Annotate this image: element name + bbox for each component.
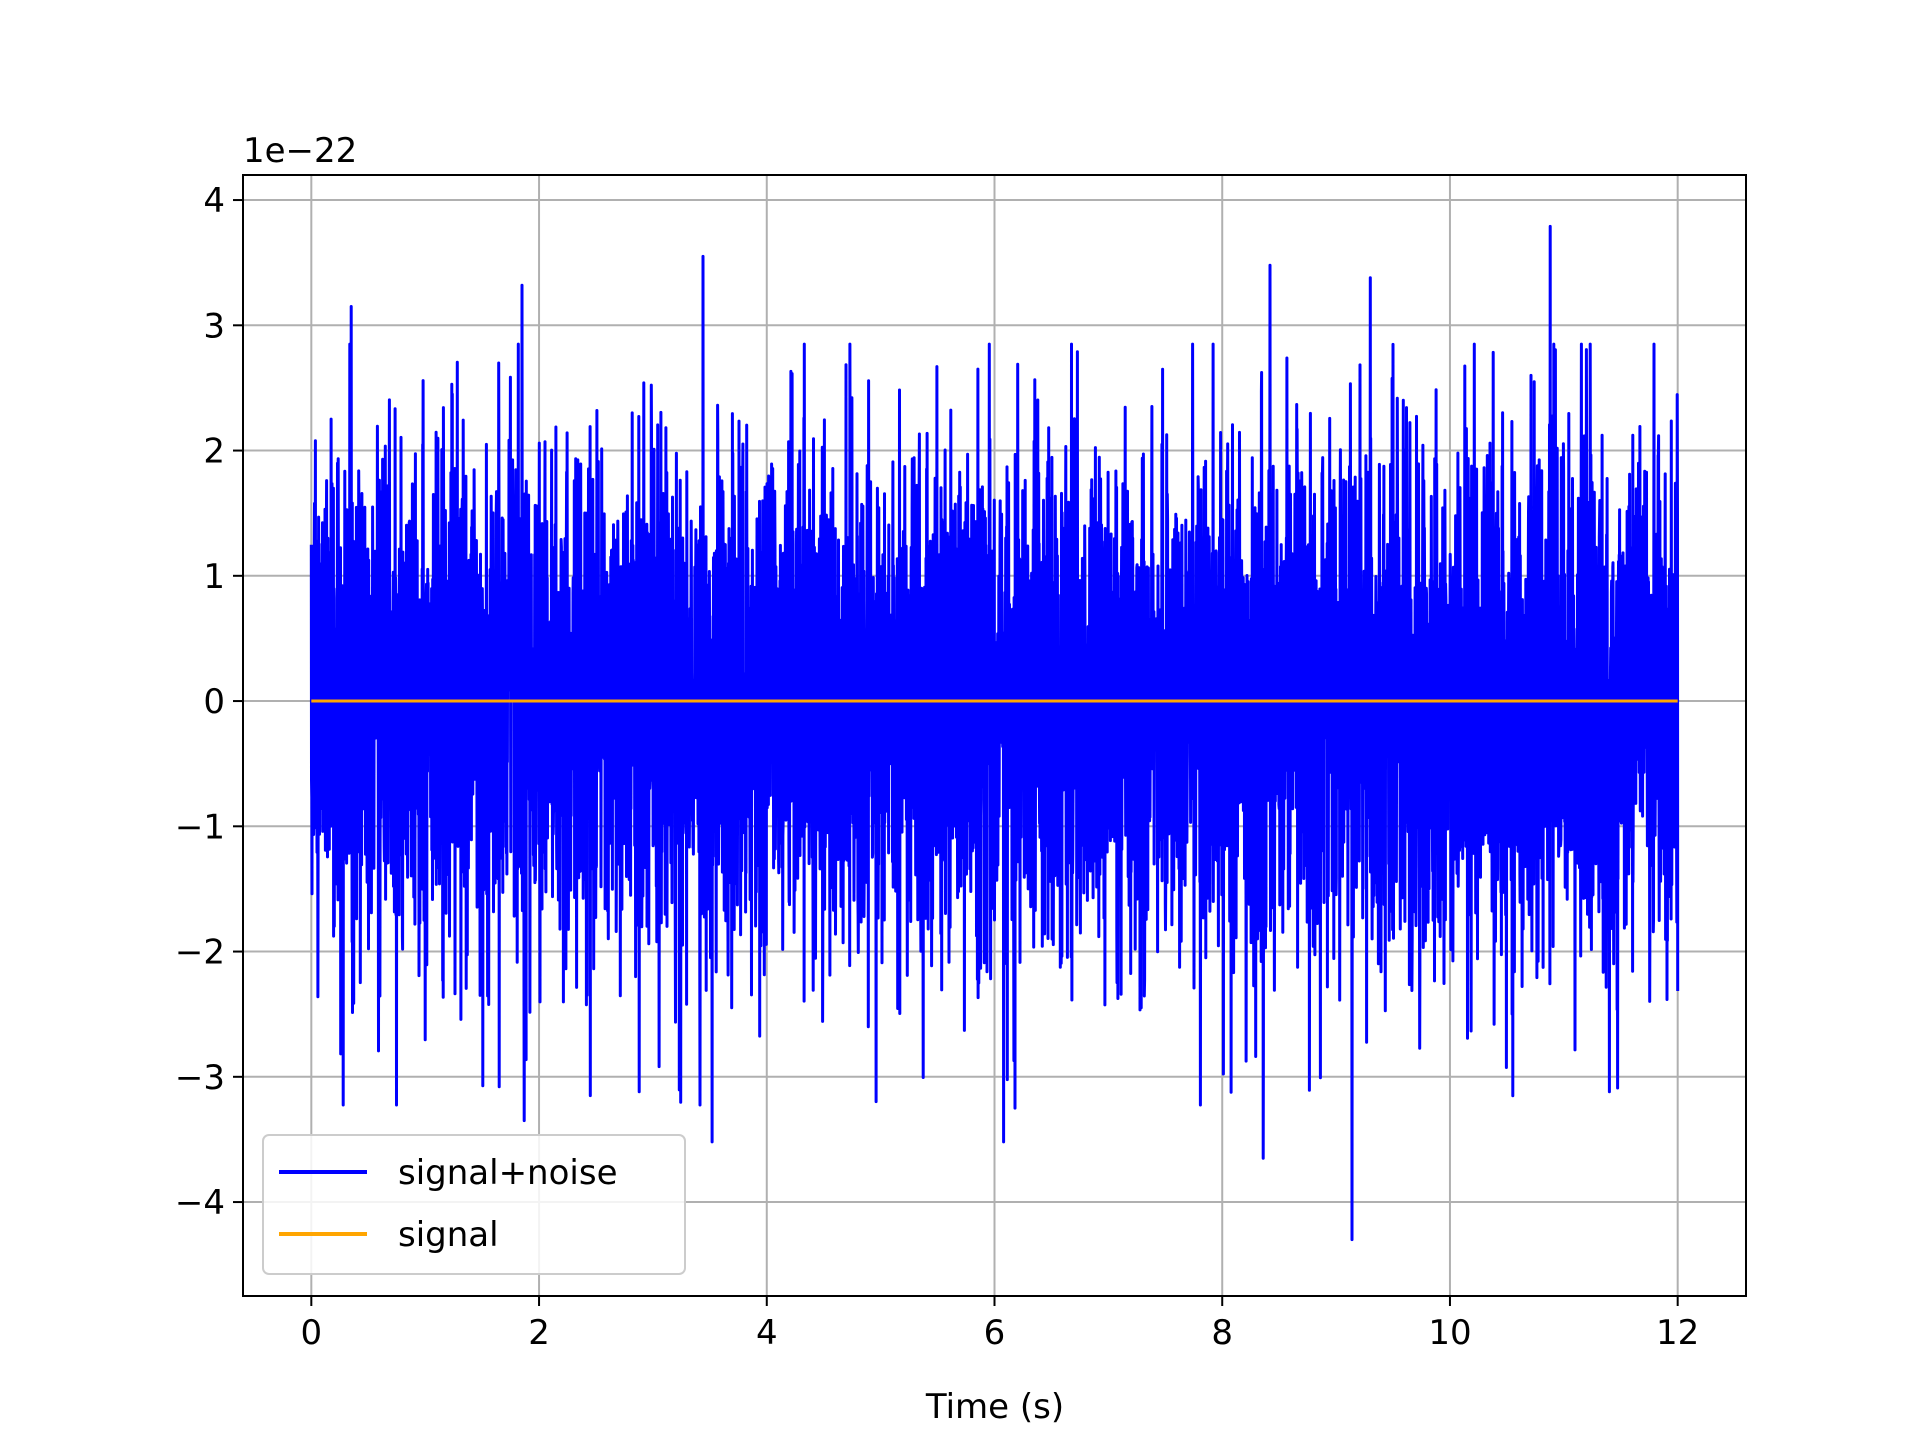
y-tick-label: −3 — [175, 1058, 225, 1098]
data-layer — [309, 224, 1680, 1242]
legend-label-signal: signal — [398, 1215, 499, 1255]
x-tick-label: 12 — [1656, 1313, 1699, 1353]
y-tick-label: −1 — [175, 807, 225, 847]
y-tick-label: 1 — [203, 557, 225, 597]
x-tick-label: 2 — [528, 1313, 550, 1353]
series-signal-noise-line — [309, 224, 1680, 1242]
x-tick-label: 0 — [300, 1313, 322, 1353]
legend-label-signal-noise: signal+noise — [398, 1153, 618, 1193]
y-offset-label: 1e−22 — [243, 131, 357, 171]
x-tick-label: 6 — [984, 1313, 1006, 1353]
y-tick-label: 0 — [203, 682, 225, 722]
y-tick-label: −4 — [175, 1183, 225, 1223]
x-tick-label: 8 — [1211, 1313, 1233, 1353]
y-tick-label: −2 — [175, 933, 225, 973]
y-tick-label: 2 — [203, 432, 225, 472]
y-tick-label: 4 — [203, 181, 225, 221]
legend: signal+noise signal — [262, 1134, 686, 1275]
y-tick-label: 3 — [203, 306, 225, 346]
x-axis-title: Time (s) — [925, 1387, 1064, 1427]
legend-box — [262, 1134, 686, 1275]
x-tick-label: 4 — [756, 1313, 778, 1353]
x-tick-label: 10 — [1428, 1313, 1471, 1353]
